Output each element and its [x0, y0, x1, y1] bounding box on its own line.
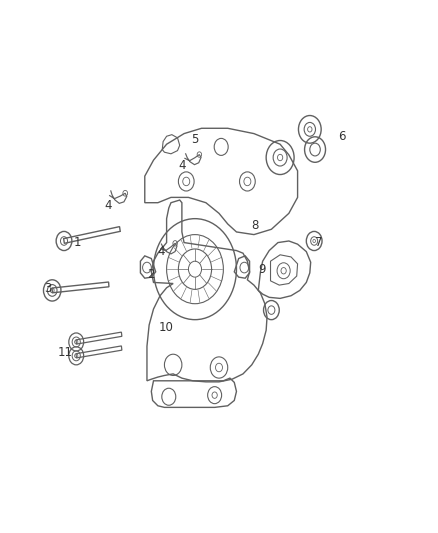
Text: 5: 5	[191, 133, 199, 147]
Text: 8: 8	[251, 219, 258, 231]
Text: 9: 9	[258, 263, 265, 276]
Text: 1: 1	[73, 236, 81, 249]
Text: 2: 2	[148, 268, 155, 281]
Text: 3: 3	[44, 282, 52, 295]
Text: 4: 4	[104, 199, 111, 212]
Text: 11: 11	[58, 346, 73, 359]
Text: 4: 4	[178, 159, 186, 172]
Text: 6: 6	[339, 130, 346, 143]
Text: 4: 4	[158, 245, 165, 258]
Text: 10: 10	[158, 321, 173, 334]
Text: 7: 7	[315, 236, 322, 249]
